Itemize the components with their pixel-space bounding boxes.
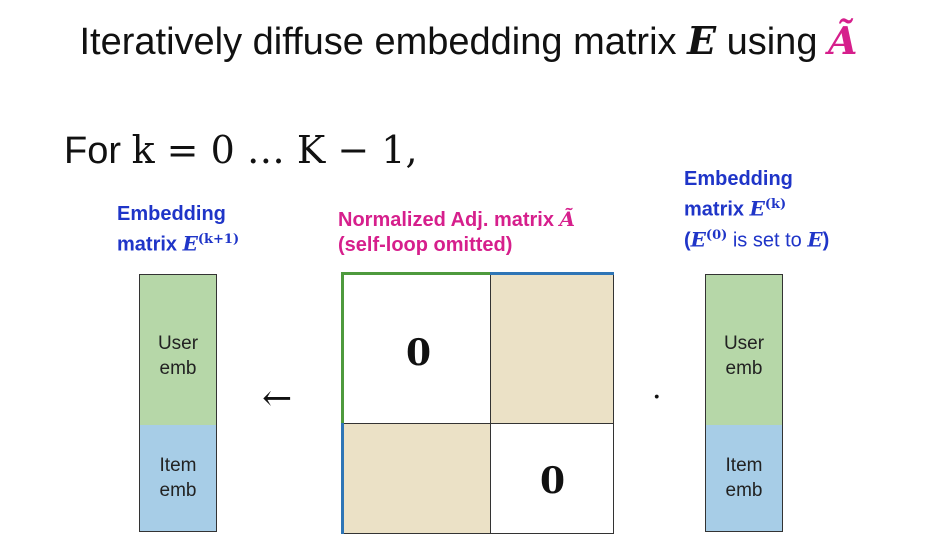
- left-green-edge: [341, 272, 344, 424]
- right-label-line1: Embedding: [684, 167, 829, 192]
- matrix-bottom-left-block: [341, 423, 491, 534]
- title-text: Iteratively diffuse embedding matrix: [79, 21, 687, 63]
- left-user-block: User emb: [140, 275, 216, 425]
- left-label-line1: Embedding: [117, 202, 239, 227]
- top-right-blue-edge: [490, 272, 614, 275]
- title-text-middle: using: [716, 21, 828, 63]
- right-label-line3: (E(0) is set to E): [684, 223, 829, 254]
- left-label-line2: matrix E(k+1): [117, 227, 239, 258]
- title-var-a-tilde: Ã: [828, 18, 857, 63]
- right-item-emb-label: emb: [706, 478, 782, 503]
- title-var-e: E: [687, 18, 716, 63]
- center-label-line1: Normalized Adj. matrix Ã: [338, 207, 575, 233]
- right-user-emb-label: emb: [706, 356, 782, 381]
- adjacency-matrix: 0 0: [341, 272, 614, 534]
- left-matrix-label: Embedding matrix E(k+1): [117, 202, 239, 258]
- zero-top-left: 0: [406, 332, 431, 374]
- loop-statement: For k = 0 … K − 1,: [64, 128, 418, 173]
- left-blue-edge: [341, 423, 344, 534]
- right-embedding-vector: User emb Item emb: [705, 274, 783, 532]
- left-user-label: User: [140, 331, 216, 356]
- left-item-block: Item emb: [140, 425, 216, 531]
- right-item-block: Item emb: [706, 425, 782, 531]
- loop-expression: k = 0 … K − 1,: [132, 128, 418, 172]
- multiply-dot: ·: [652, 380, 662, 415]
- assign-arrow: ←: [262, 378, 292, 419]
- left-item-emb-label: emb: [140, 478, 216, 503]
- adjacency-matrix-label: Normalized Adj. matrix Ã (self-loop omit…: [338, 207, 575, 258]
- left-item-label: Item: [140, 453, 216, 478]
- matrix-top-right-block: [490, 272, 614, 424]
- slide-title: Iteratively diffuse embedding matrix E u…: [0, 18, 937, 64]
- loop-prefix: For: [64, 130, 132, 172]
- right-user-block: User emb: [706, 275, 782, 425]
- zero-bottom-right: 0: [540, 460, 565, 502]
- right-matrix-label: Embedding matrix E(k) (E(0) is set to E): [684, 167, 829, 253]
- right-label-line2: matrix E(k): [684, 192, 829, 223]
- top-left-green-edge: [341, 272, 491, 275]
- right-user-label: User: [706, 331, 782, 356]
- left-embedding-vector: User emb Item emb: [139, 274, 217, 532]
- center-label-line2: (self-loop omitted): [338, 233, 575, 258]
- left-user-emb-label: emb: [140, 356, 216, 381]
- right-item-label: Item: [706, 453, 782, 478]
